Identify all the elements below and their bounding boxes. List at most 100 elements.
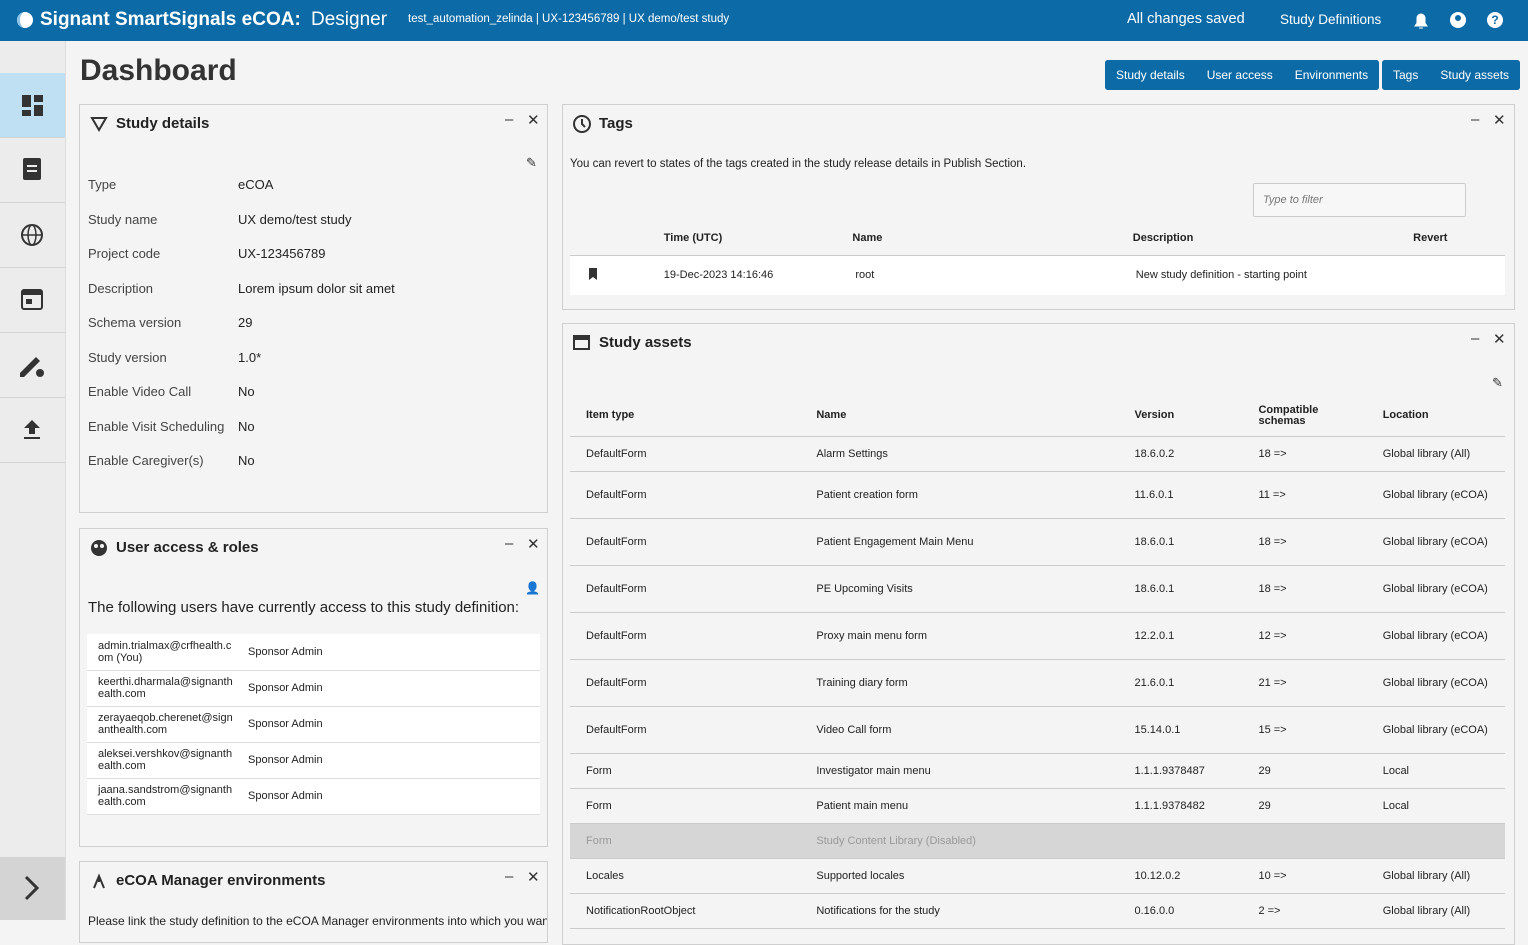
minimize[interactable]: – [505,535,514,552]
asset-row[interactable]: DefaultForm Alarm Settings 18.6.0.2 18 => Gl… [570,436,1505,471]
study-details-panel: Study details – ✕ ✎ Type eCOA Study name UX … [79,104,548,513]
edit[interactable]: ✎ [526,155,537,170]
tag-cell: New study definition - starting point [1135,269,1307,282]
panel-title: Study details [116,115,210,132]
column-header: Compatible schemas [1258,403,1319,427]
asset-cell: Global library (eCOA) [1382,629,1488,642]
close[interactable]: ✕ [527,112,540,129]
panel-title: Study assets [599,334,692,351]
asset-cell: NotificationRootObject [586,904,696,917]
minimize[interactable]: – [505,868,514,885]
asset-cell: 21 => [1258,676,1287,689]
panel-title: eCOA Manager environments [116,872,326,889]
asset-row[interactable]: DefaultForm Patient creation form 11.6.0.1… [570,471,1505,518]
asset-row[interactable]: DefaultForm PE Upcoming Visits 18.6.0.1 18 … [570,565,1505,612]
nav-schedule[interactable] [0,268,65,333]
asset-cell: Global library (eCOA) [1382,723,1488,736]
asset-cell: Global library (All) [1382,447,1471,460]
asset-row[interactable]: Form Patient main menu 1.1.1.9378482 29 Loca… [570,788,1505,823]
nav-settings[interactable] [0,333,65,398]
nav-dashboard[interactable] [0,73,65,138]
asset-cell: 10 => [1258,869,1287,882]
field-value: No [238,418,255,434]
header-icons[interactable]: ? [1410,10,1510,32]
user-email: admin.trialmax@crfhealth.com (You) [98,639,232,664]
asset-cell: Global library (All) [1382,869,1471,882]
field-row: Enable Visit Scheduling No [88,415,538,450]
asset-cell: Global library (eCOA) [1382,535,1488,548]
asset-cell: DefaultForm [586,582,647,595]
asset-cell: 15.14.0.1 [1134,723,1181,736]
header-button[interactable]: User access [1195,60,1284,90]
header-row: Item type Name Version Compatible schemas Lo… [570,396,1505,436]
asset-cell [1135,823,1259,858]
asset-cell: DefaultForm [586,723,647,736]
close[interactable]: ✕ [527,536,540,553]
field-value: UX-123456789 [238,246,326,261]
nav-link[interactable]: Study Definitions [1280,12,1382,27]
asset-cell: DefaultForm [586,676,647,689]
users-icon [91,540,107,556]
asset-row[interactable]: Locales Supported locales 10.12.0.2 10 => Gl… [570,858,1505,893]
asset-cell: Study Content Library (Disabled) [816,834,976,847]
user-row: keerthi.dharmala@signanthealth.com Sponso… [87,670,540,706]
filter-input[interactable]: Type to filter [1253,183,1466,217]
asset-cell: Local [1382,764,1409,777]
asset-cell: 12 => [1258,629,1287,642]
field-value: No [238,453,255,468]
asset-row[interactable]: DefaultForm Patient Engagement Main Menu 1… [570,518,1505,565]
revert-cell[interactable] [1412,255,1505,295]
user-role: Sponsor Admin [248,754,323,766]
header-button[interactable]: Tags [1382,60,1430,90]
field-value: UX demo/test study [238,211,352,227]
asset-cell: 29 [1258,764,1271,777]
field-label: Enable Video Call [88,384,192,399]
asset-cell: 18 => [1258,535,1287,548]
asset-row[interactable]: DefaultForm Proxy main menu form 12.2.0.1 1… [570,612,1505,659]
close[interactable]: ✕ [527,869,540,886]
field-row: Study name UX demo/test study [88,208,538,243]
field-row: Schema version 29 [88,311,538,346]
nav-publish[interactable] [0,398,65,463]
column-header: Name [852,231,883,244]
field-value: 29 [238,315,253,330]
filter-icon [90,117,108,132]
asset-cell: 11 => [1258,488,1286,501]
asset-cell: DefaultForm [586,447,647,460]
asset-cell: Local [1382,799,1409,812]
expand-sidebar[interactable] [0,857,65,920]
asset-cell: 1.1.1.9378487 [1134,764,1205,777]
field-label: Project code [88,246,161,261]
field-value: eCOA [238,177,274,192]
header-button[interactable]: Study assets [1429,60,1521,90]
minimize[interactable]: – [1471,111,1480,128]
nav-forms[interactable] [0,138,65,203]
minimize[interactable]: – [1471,330,1480,347]
page-title: Dashboard [80,54,237,87]
add-user[interactable]: 👤 [525,581,540,595]
field-label: Study name [88,211,158,227]
user-row: zerayaeqob.cherenet@signanthealth.com Spo… [87,706,540,742]
header-button[interactable]: Study details [1105,60,1196,90]
close[interactable]: ✕ [1493,112,1506,129]
header-row: Time (UTC) Name Description Revert [570,221,1505,255]
header-button[interactable]: Environments [1283,60,1380,90]
sidebar [0,41,66,920]
asset-cell: 18.6.0.1 [1134,582,1175,595]
nav-languages[interactable] [0,203,65,268]
placeholder: Type to filter [1263,194,1323,206]
close[interactable]: ✕ [1493,331,1506,348]
field-label: Study version [88,349,167,365]
field-label: Schema version [88,315,182,330]
asset-row[interactable]: Form Investigator main menu 1.1.1.9378487 2… [570,753,1505,788]
minimize[interactable]: – [505,111,514,128]
asset-cell: DefaultForm [586,488,647,501]
edit[interactable]: ✎ [1492,375,1503,390]
asset-row[interactable]: NotificationRootObject Notifications for … [570,893,1505,928]
asset-row[interactable]: DefaultForm Video Call form 15.14.0.1 15 =>… [570,706,1505,753]
asset-cell: Global library (eCOA) [1382,488,1488,501]
asset-row[interactable]: DefaultForm Training diary form 21.6.0.1 21… [570,659,1505,706]
asset-cell: 12.2.0.1 [1134,629,1175,642]
field-row: Enable Video Call No [88,380,538,415]
